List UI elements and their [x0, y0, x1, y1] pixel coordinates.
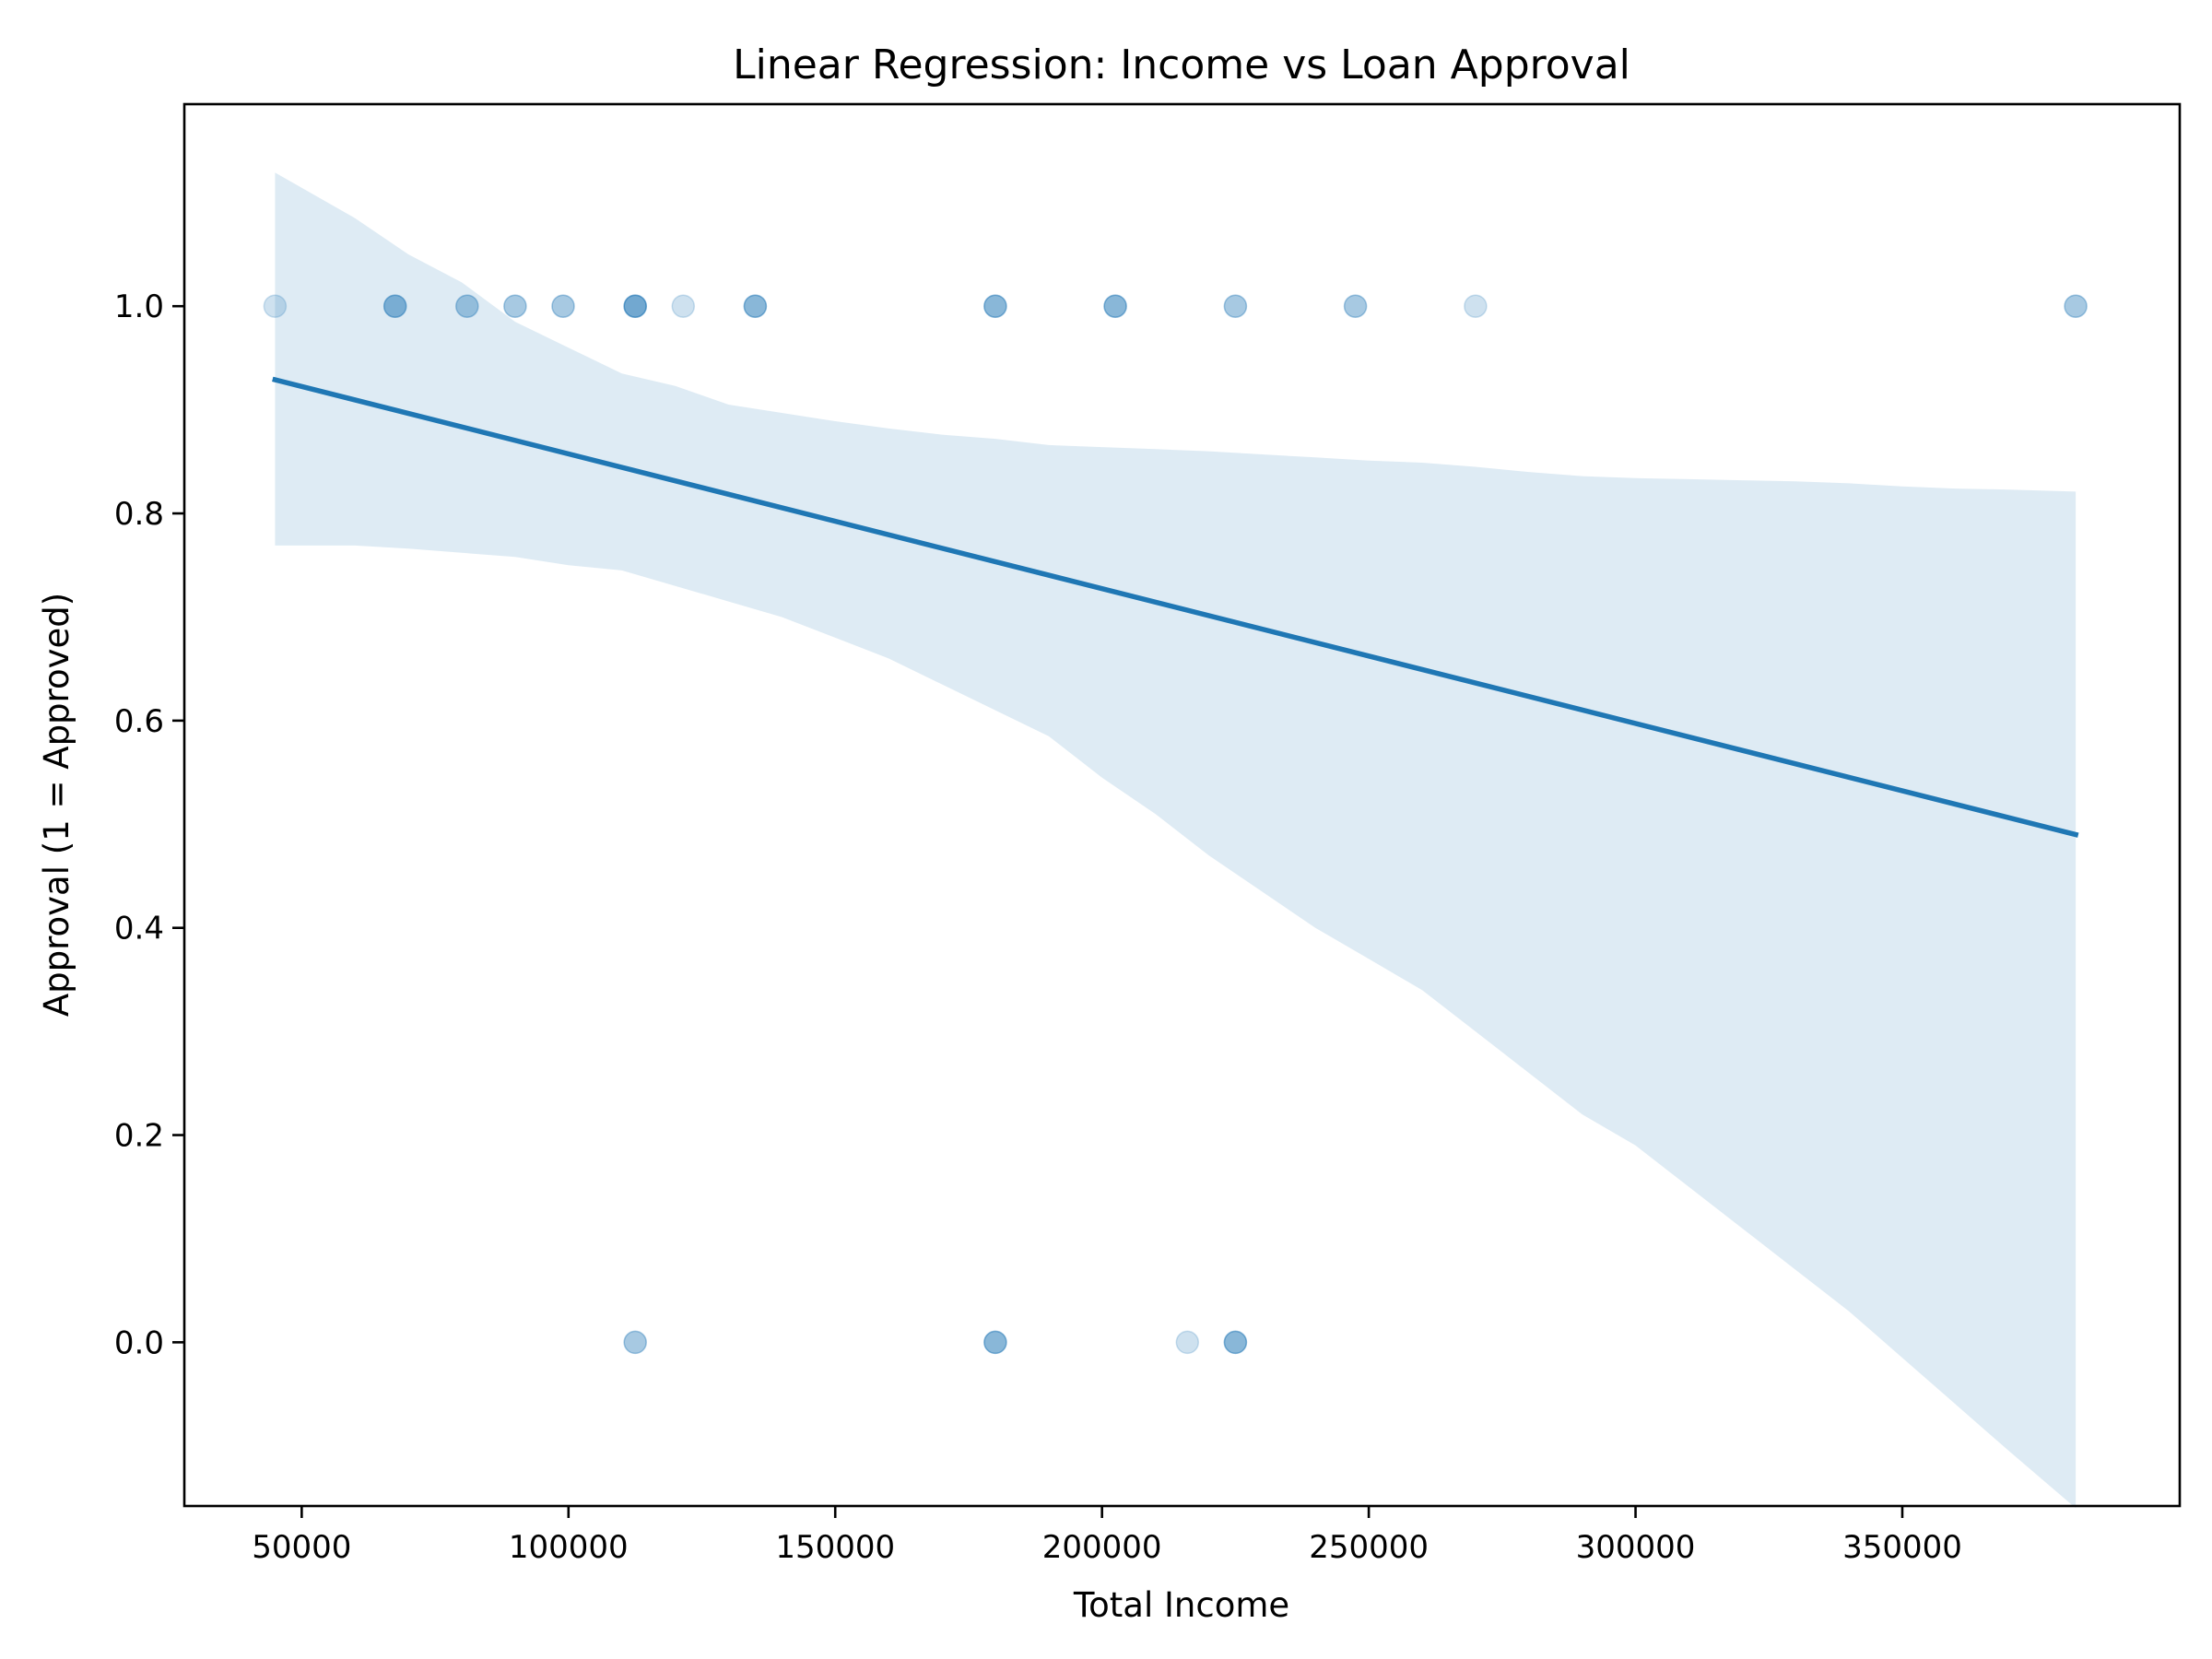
- y-tick-label: 1.0: [114, 288, 164, 325]
- scatter-point: [1343, 294, 1368, 318]
- scatter-points: [263, 294, 2088, 1355]
- scatter-point: [623, 294, 647, 318]
- x-tick-label: 100000: [509, 1529, 629, 1566]
- y-tick-label: 0.0: [114, 1324, 164, 1361]
- x-tick-label: 200000: [1042, 1529, 1162, 1566]
- scatter-point: [551, 294, 575, 318]
- y-axis: 0.0 0.2 0.4 0.6 0.8 1.0: [114, 288, 184, 1361]
- scatter-point: [1223, 1330, 1248, 1355]
- x-axis: 50000 100000 150000 200000 250000 300000 35000…: [252, 1506, 1962, 1566]
- scatter-point: [743, 294, 768, 318]
- x-tick-label: 350000: [1842, 1529, 1962, 1566]
- x-axis-label: Total Income: [1073, 1585, 1289, 1625]
- confidence-band: [275, 172, 2077, 1509]
- y-tick-label: 0.2: [114, 1118, 164, 1155]
- y-tick-label: 0.6: [114, 703, 164, 740]
- scatter-point: [263, 294, 288, 318]
- scatter-point: [1175, 1330, 1200, 1355]
- scatter-point: [503, 294, 527, 318]
- chart-title: Linear Regression: Income vs Loan Approv…: [733, 41, 1630, 88]
- scatter-point: [2064, 294, 2088, 318]
- y-tick-label: 0.8: [114, 496, 164, 533]
- plot-area: [263, 172, 2088, 1509]
- x-tick-label: 250000: [1309, 1529, 1429, 1566]
- scatter-point: [382, 294, 407, 318]
- y-tick-label: 0.4: [114, 911, 164, 947]
- plot-frame: [182, 102, 2182, 1508]
- x-tick-label: 300000: [1576, 1529, 1696, 1566]
- scatter-point: [1223, 294, 1248, 318]
- regression-line: [272, 376, 2079, 838]
- scatter-point: [671, 294, 696, 318]
- y-axis-label: Approval (1 = Approved): [37, 593, 76, 1017]
- scatter-point: [983, 1330, 1007, 1355]
- x-tick-label: 150000: [775, 1529, 895, 1566]
- x-tick-label: 50000: [252, 1529, 351, 1566]
- scatter-point: [455, 294, 479, 318]
- scatter-point: [983, 294, 1007, 318]
- scatter-point: [623, 1330, 647, 1355]
- scatter-point: [1103, 294, 1127, 318]
- scatter-point: [1464, 294, 1488, 318]
